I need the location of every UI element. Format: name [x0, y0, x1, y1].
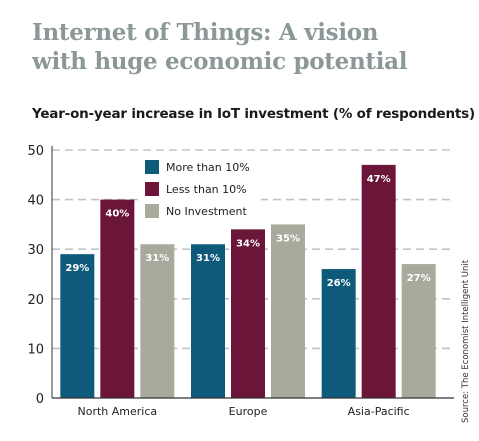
x-tick-label: Europe: [229, 405, 268, 418]
legend-swatch: [145, 182, 159, 196]
bar: [271, 224, 305, 398]
data-label: 35%: [276, 233, 300, 244]
y-tick-label: 50: [27, 144, 44, 159]
legend-swatch: [145, 204, 159, 218]
y-tick-label: 10: [27, 342, 44, 357]
data-label: 40%: [105, 209, 129, 220]
data-label: 27%: [407, 273, 431, 284]
bar: [100, 199, 135, 398]
y-tick-label: 20: [27, 293, 44, 308]
data-label: 34%: [236, 238, 260, 249]
x-tick-label: North America: [78, 405, 158, 418]
y-tick-label: 0: [36, 392, 44, 407]
data-label: 47%: [367, 174, 391, 185]
legend-swatch: [145, 160, 159, 174]
legend-label: More than 10%: [166, 161, 250, 174]
x-tick-label: Asia-Pacific: [348, 405, 410, 418]
legend-label: No Investment: [166, 205, 247, 218]
data-label: 31%: [145, 253, 169, 264]
bar: [60, 254, 95, 398]
chart-subtitle: Year-on-year increase in IoT investment …: [32, 106, 475, 122]
source-note: Source: The Economist Intelligent Unit: [461, 259, 471, 423]
chart-title: Internet of Things: A vision with huge ec…: [32, 19, 408, 75]
data-label: 29%: [65, 263, 89, 274]
bar: [191, 244, 225, 398]
bar: [231, 229, 265, 398]
y-tick-label: 30: [27, 243, 44, 258]
bar: [321, 269, 356, 398]
data-label: 26%: [327, 278, 351, 289]
legend-label: Less than 10%: [166, 183, 247, 196]
bar: [140, 244, 175, 398]
legend-background: [141, 154, 261, 222]
data-label: 31%: [196, 253, 220, 264]
y-tick-label: 40: [27, 194, 44, 209]
bar: [361, 164, 396, 398]
bar: [401, 264, 436, 398]
